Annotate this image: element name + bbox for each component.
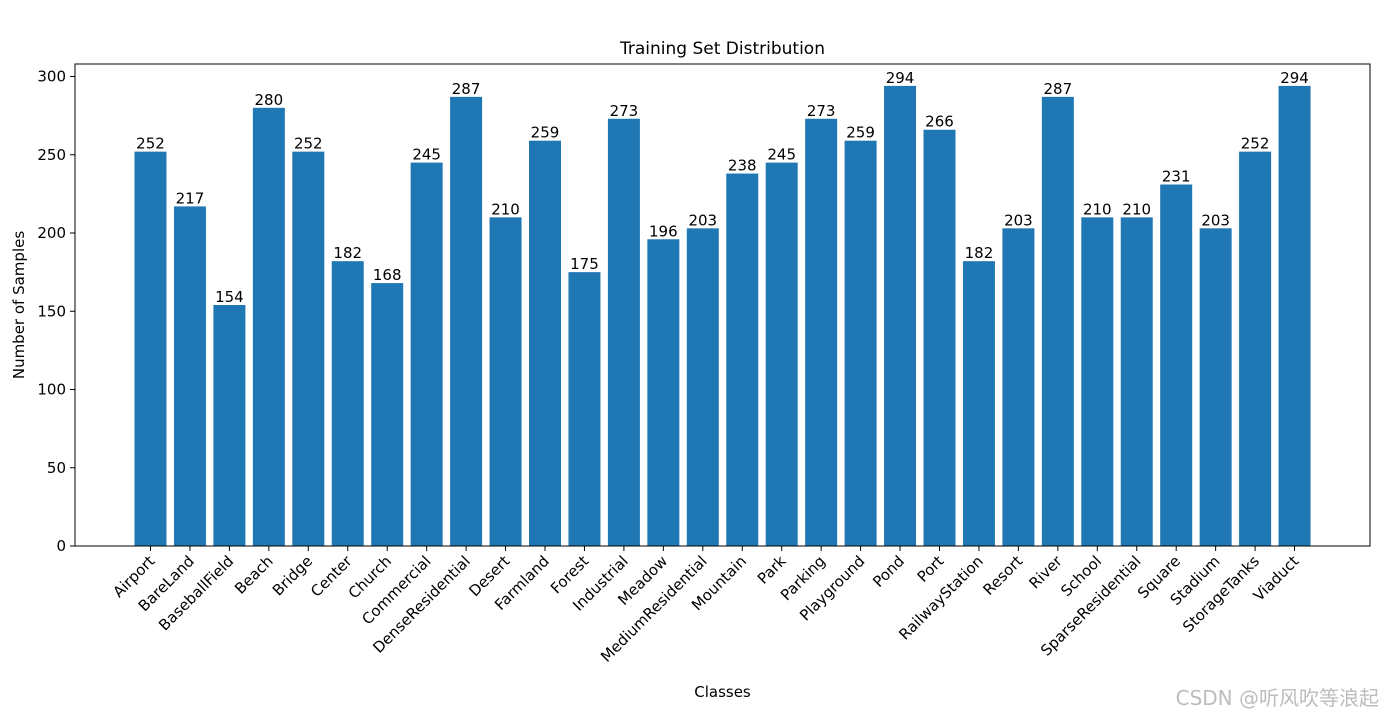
x-axis: AirportBareLandBaseballFieldBeachBridgeC… — [109, 546, 1302, 666]
bar-forest — [568, 272, 601, 546]
bar-value-label: 210 — [491, 200, 520, 218]
bar-bridge — [292, 151, 325, 547]
bar-value-label: 182 — [333, 244, 362, 262]
bar-railwaystation — [962, 261, 995, 546]
bar-value-label: 203 — [1201, 211, 1230, 229]
bars-group — [134, 85, 1311, 547]
bar-value-label: 252 — [136, 135, 165, 153]
bar-value-label: 252 — [1241, 135, 1270, 153]
plot-frame — [74, 63, 1371, 547]
bar-value-label: 217 — [176, 189, 205, 207]
bar-port — [923, 129, 956, 546]
bar-labels-group: 252 217 154 280 252 182 168 245 287 210 259 175 273 1… — [136, 69, 1309, 306]
bar-value-label: 287 — [1044, 80, 1073, 98]
x-tick-label: Beach — [231, 552, 277, 598]
x-tick-label: Bridge — [269, 552, 316, 599]
bar-value-label: 294 — [1280, 69, 1309, 87]
bar-value-label: 203 — [688, 211, 717, 229]
bar-resort — [1002, 228, 1035, 546]
bar-value-label: 210 — [1122, 200, 1151, 218]
bar-value-label: 203 — [1004, 211, 1033, 229]
x-tick-label: Port — [914, 552, 948, 586]
bar-meadow — [647, 239, 680, 547]
bar-value-label: 259 — [531, 124, 560, 142]
bar-value-label: 252 — [294, 135, 323, 153]
bar-church — [371, 283, 404, 546]
bar-sparseresidential — [1120, 217, 1153, 546]
y-tick-label: 300 — [37, 68, 66, 86]
y-tick-label: 200 — [37, 224, 66, 242]
bar-value-label: 182 — [965, 244, 994, 262]
x-axis-label: Classes — [694, 683, 751, 701]
bar-playground — [844, 140, 877, 546]
bar-park — [765, 162, 798, 546]
bar-value-label: 287 — [452, 80, 481, 98]
bar-farmland — [529, 140, 561, 546]
bar-denseresidential — [450, 96, 483, 546]
bar-parking — [805, 118, 838, 546]
y-tick-label: 50 — [47, 459, 66, 477]
y-tick-label: 0 — [56, 537, 66, 555]
bar-value-label: 210 — [1083, 200, 1112, 218]
bar-commercial — [410, 162, 443, 546]
y-axis-label: Number of Samples — [10, 231, 28, 379]
bar-center — [331, 261, 364, 546]
bar-mediumresidential — [686, 228, 719, 546]
bar-desert — [489, 217, 522, 546]
bar-value-label: 231 — [1162, 168, 1191, 186]
bar-value-label: 259 — [846, 124, 875, 142]
bar-mountain — [726, 173, 759, 546]
bar-pond — [884, 85, 917, 546]
bar-value-label: 175 — [570, 255, 599, 273]
x-tick-label: Resort — [980, 552, 1027, 599]
bar-value-label: 294 — [886, 69, 915, 87]
bar-value-label: 196 — [649, 222, 678, 240]
watermark: CSDN @听风吹等浪起 — [1175, 686, 1379, 710]
bar-school — [1081, 217, 1114, 546]
bar-viaduct — [1278, 85, 1311, 546]
bar-industrial — [607, 118, 640, 546]
bar-river — [1041, 96, 1074, 546]
bar-square — [1160, 184, 1193, 546]
y-tick-label: 150 — [37, 302, 66, 320]
y-axis: 0 50 100 150 200 250 300 — [37, 68, 75, 555]
x-tick-label: Pond — [869, 552, 908, 591]
bar-value-label: 245 — [412, 146, 441, 164]
bar-stadium — [1199, 228, 1232, 546]
x-tick-label: Park — [754, 552, 790, 588]
bar-storagetanks — [1239, 151, 1272, 547]
bar-beach — [252, 107, 285, 547]
bar-value-label: 168 — [373, 266, 402, 284]
chart-title: Training Set Distribution — [619, 39, 825, 59]
bar-value-label: 273 — [610, 102, 639, 120]
bar-value-label: 154 — [215, 288, 244, 306]
bar-value-label: 280 — [255, 91, 284, 109]
y-tick-label: 100 — [37, 381, 66, 399]
bar-value-label: 266 — [925, 113, 954, 131]
bar-value-label: 273 — [807, 102, 836, 120]
bar-value-label: 245 — [767, 146, 796, 164]
y-tick-label: 250 — [37, 146, 66, 164]
bar-value-label: 238 — [728, 157, 757, 175]
bar-bareland — [173, 206, 206, 546]
bar-baseballfield — [213, 305, 246, 546]
bar-airport — [134, 151, 167, 547]
